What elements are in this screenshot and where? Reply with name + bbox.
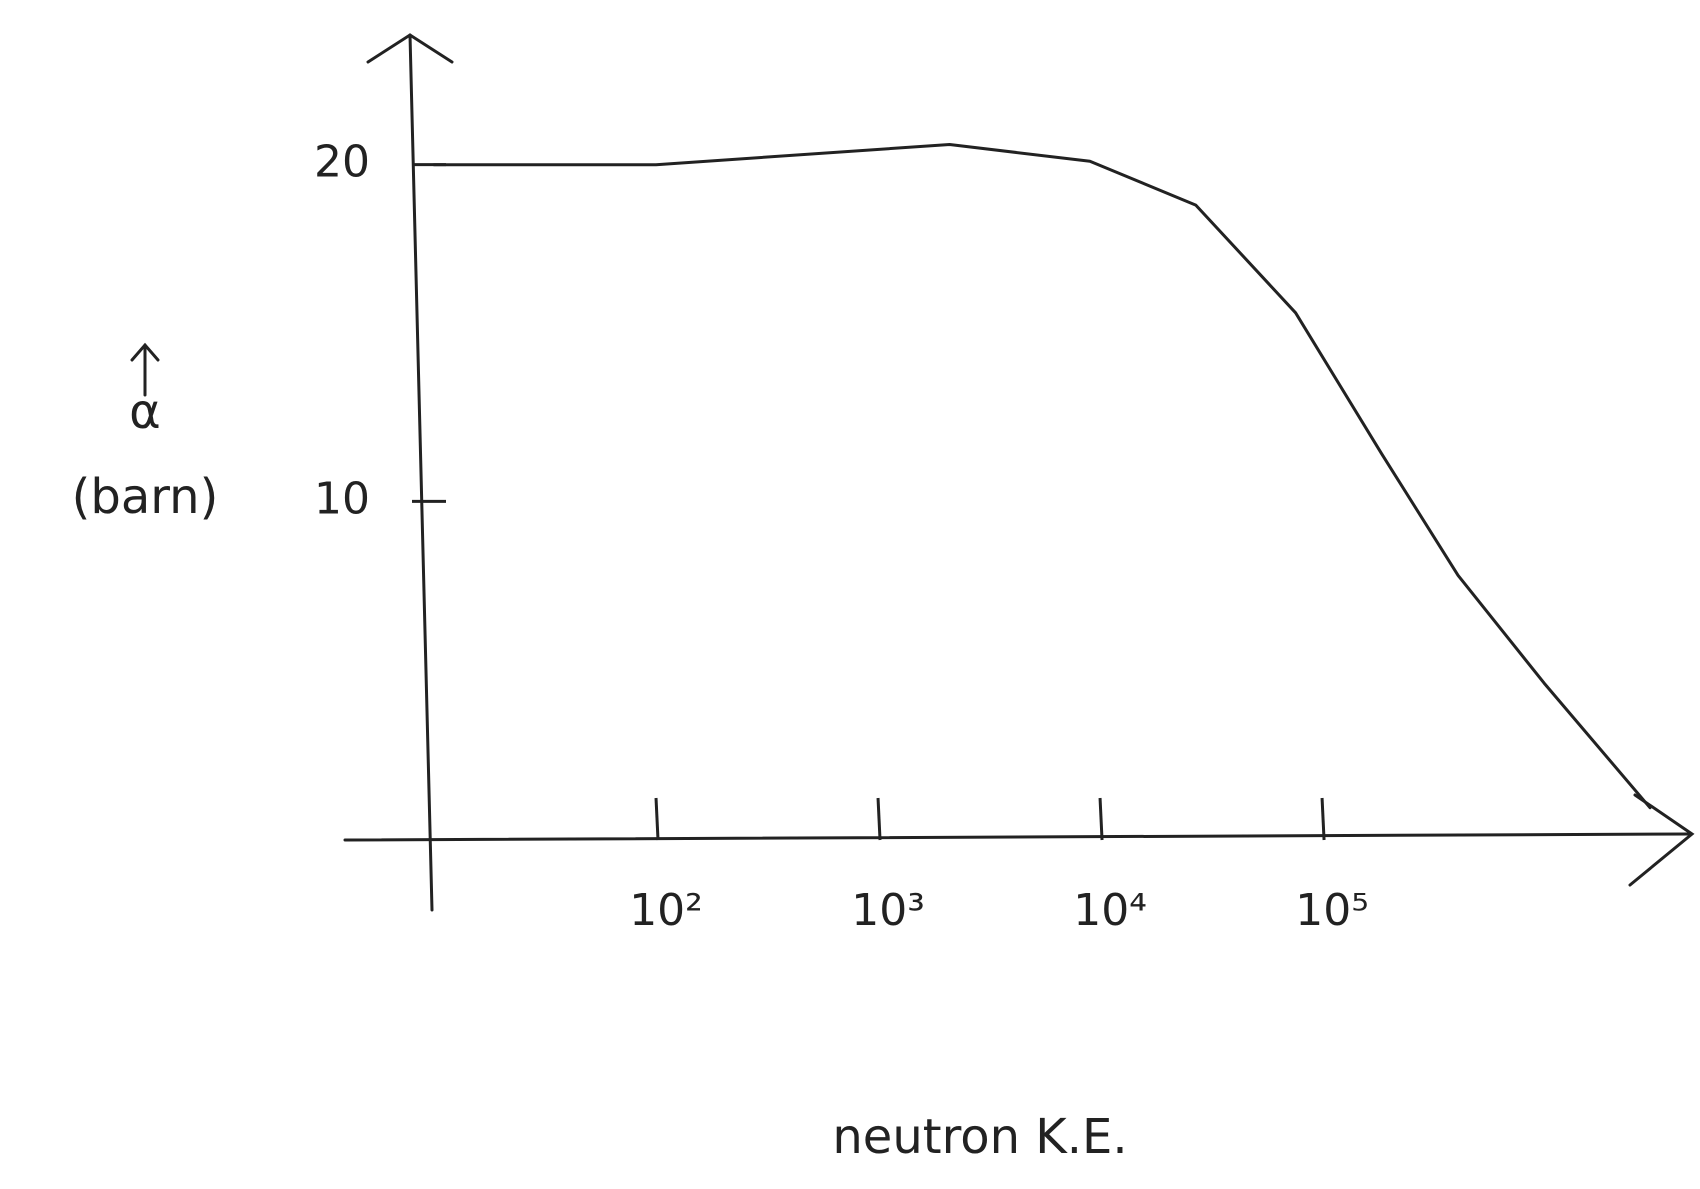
y-tick-label: 10 [314,473,370,524]
x-tick [1098,797,1104,841]
x-tick [1320,797,1326,841]
x-tick [876,797,882,841]
y-tick-label: 20 [314,137,370,188]
x-tick-label: 10³ [851,885,925,936]
x-tick [654,797,660,841]
axes [130,33,1695,912]
y-axis-unit: (barn) [72,469,219,525]
x-tick-label: 10² [629,885,703,936]
y-axis-label: α [129,384,161,440]
y-axis [408,33,434,912]
x-axis-arrow [1628,793,1695,887]
y-axis-arrow [366,33,454,64]
y-label-arrow [130,342,160,397]
x-axis [343,832,1692,842]
x-tick-label: 10⁵ [1295,885,1369,936]
x-tick-label: 10⁴ [1073,885,1147,936]
data-line [432,143,1652,810]
x-axis-label: neutron K.E. [832,1109,1127,1165]
